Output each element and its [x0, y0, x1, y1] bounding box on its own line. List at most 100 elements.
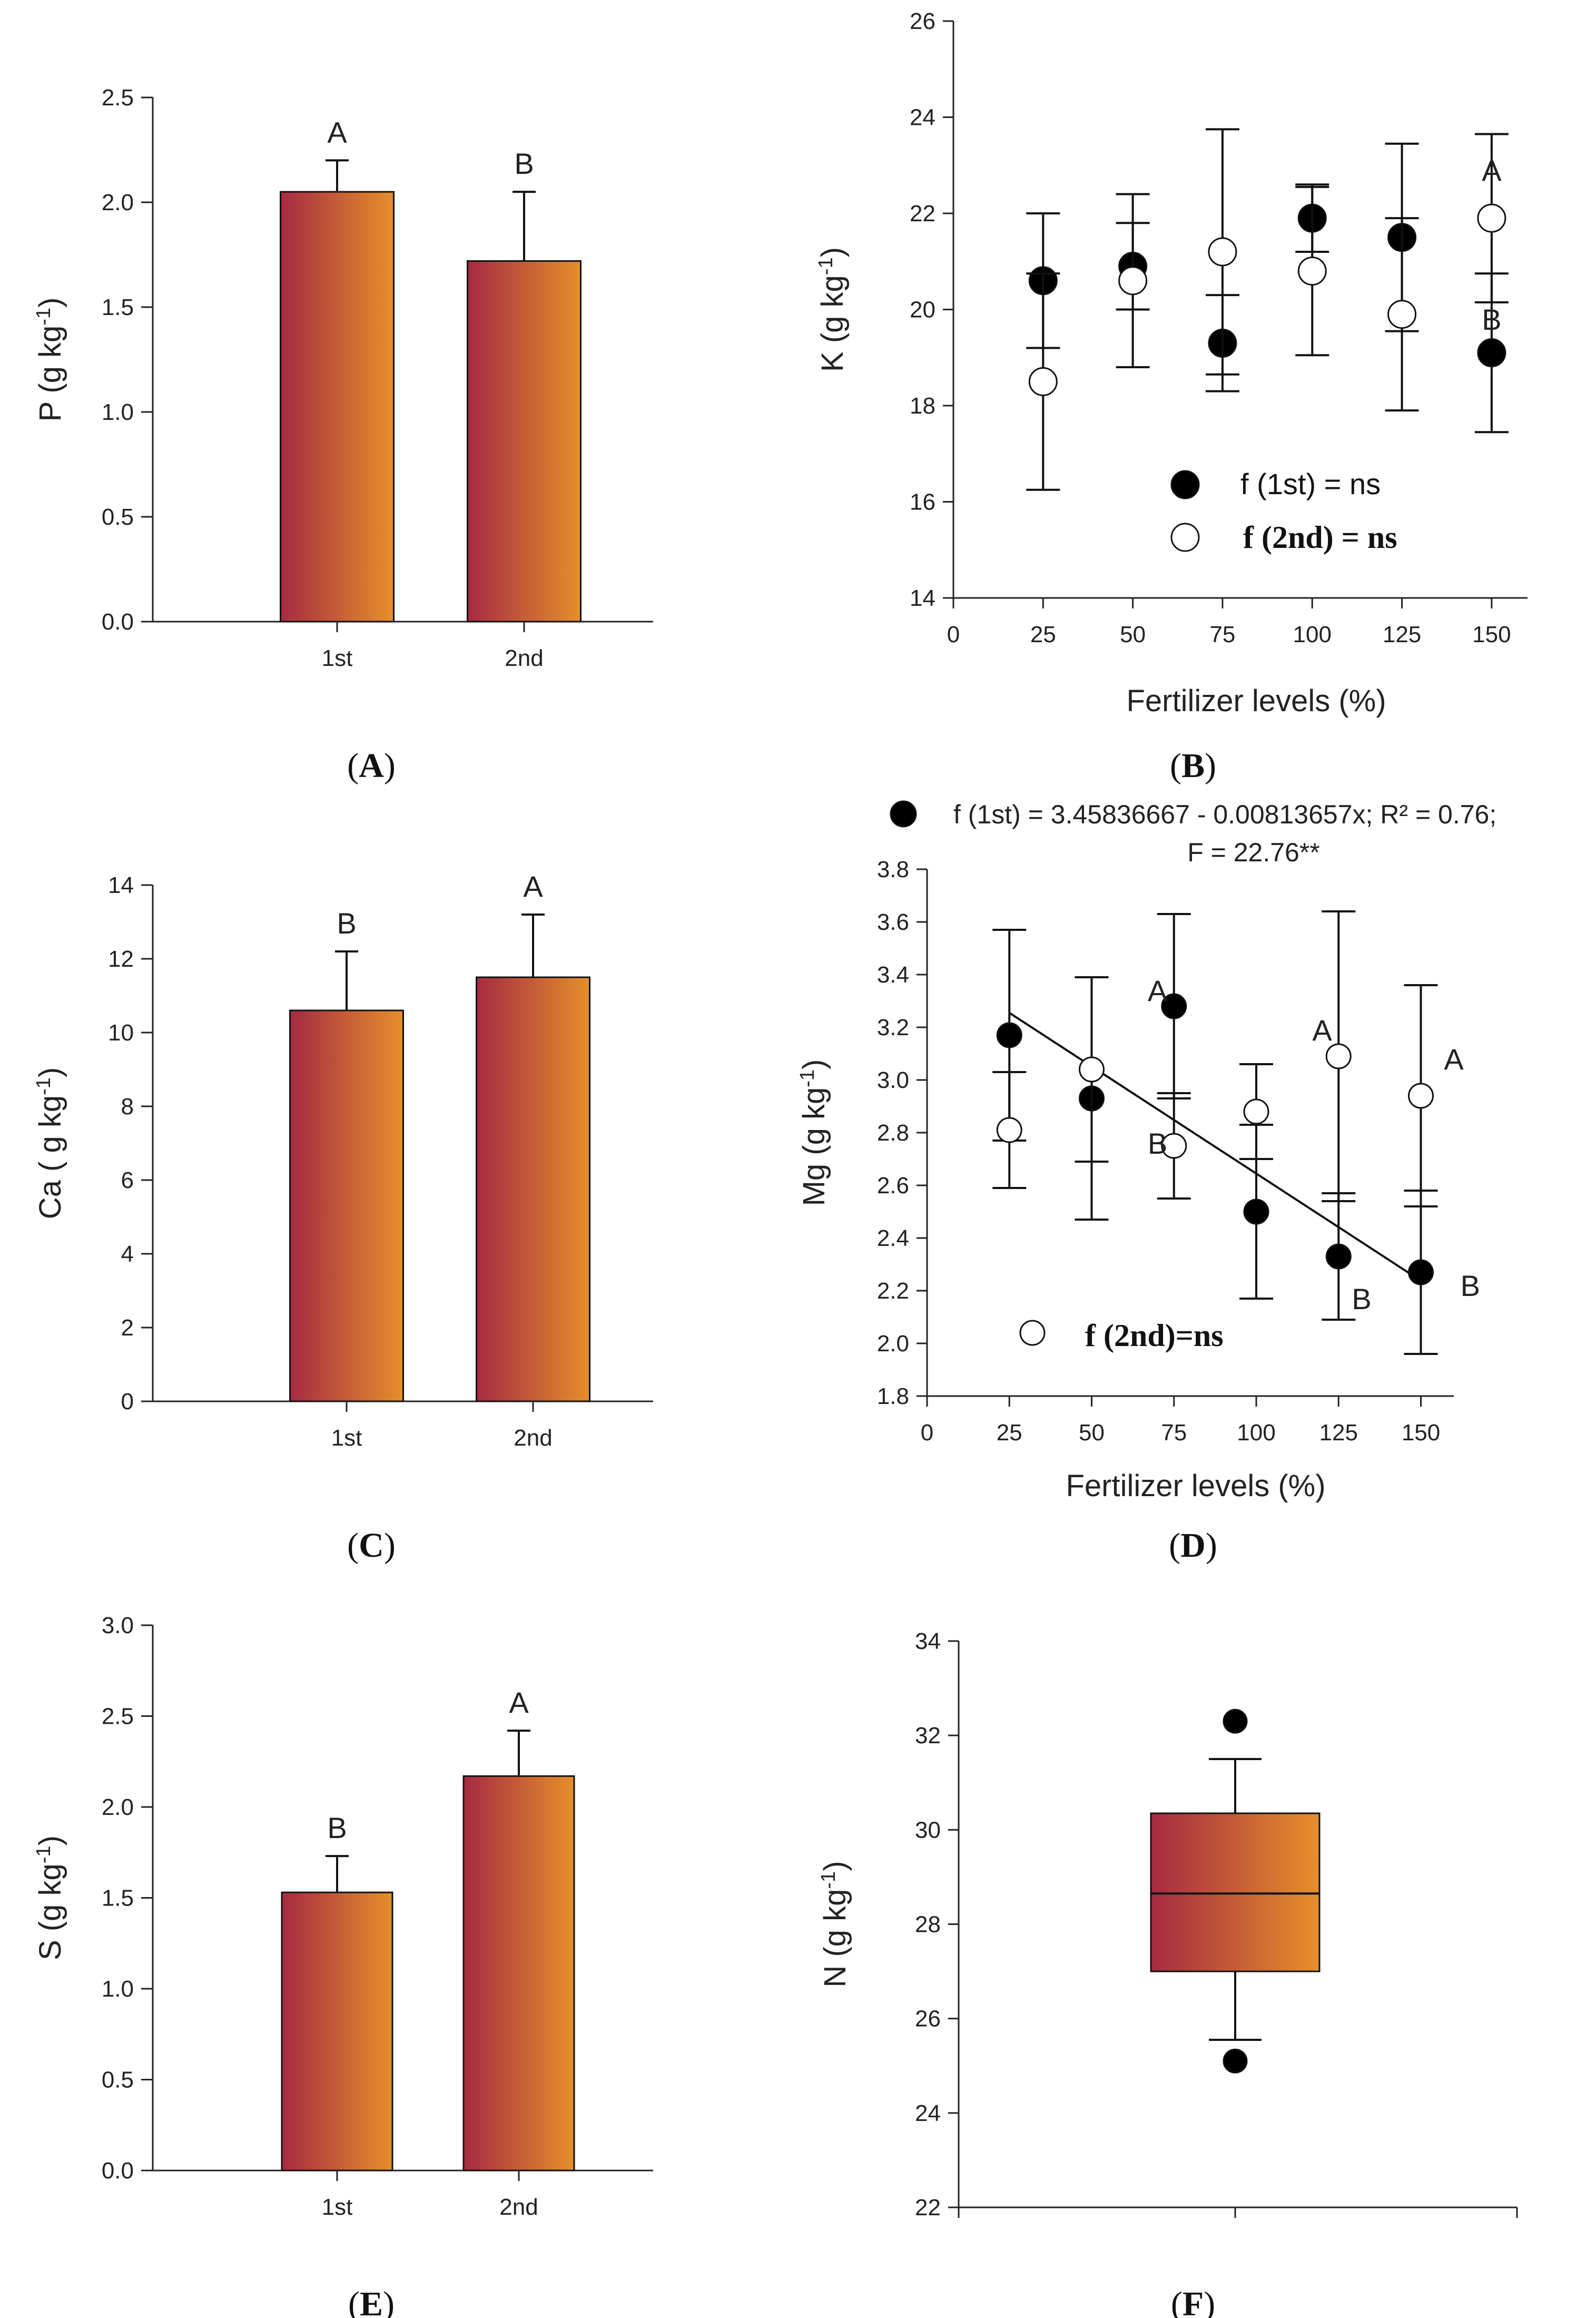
- y-tick-label: 2.0: [102, 190, 134, 215]
- y-tick-label: 3.0: [102, 1613, 134, 1638]
- bar-2nd: [467, 260, 582, 623]
- x-tick-label: 100: [1293, 622, 1332, 647]
- y-axis-label-sup: -1: [815, 257, 837, 275]
- y-tick-label: 30: [915, 1817, 941, 1843]
- x-tick-label: 1st: [322, 2194, 353, 2220]
- x-tick-label: 0: [947, 622, 960, 647]
- point-1st: [1408, 1259, 1434, 1285]
- y-tick-label: 2.8: [877, 1120, 909, 1146]
- point-2nd: [1028, 367, 1058, 396]
- y-axis-label: Ca ( g kg-1): [33, 1067, 67, 1219]
- y-axis-label-end: ): [33, 1835, 67, 1845]
- panel-caption-letter: E: [360, 2285, 383, 2318]
- regression-line: [1009, 1011, 1422, 1282]
- panel-f: 22 24 26 28 30 32 34 N (g kg-1) (F): [817, 1628, 1518, 2318]
- point-2nd: [1079, 1056, 1105, 1083]
- panel-caption: (A): [347, 747, 396, 785]
- point-1st: [1161, 993, 1187, 1019]
- point-2nd: [1325, 1043, 1352, 1069]
- y-axis-label: Mg (g kg-1): [796, 1059, 831, 1206]
- y-tick-label: 1.0: [102, 399, 134, 425]
- outlier-point: [1223, 2048, 1248, 2074]
- y-tick-label: 12: [108, 946, 134, 972]
- y-tick-label: 14: [910, 585, 935, 611]
- box-iqr: [1150, 1812, 1321, 1972]
- y-tick-label: 2.5: [102, 85, 134, 111]
- x-tick-label: 75: [1209, 622, 1235, 647]
- x-tick-label: 1st: [331, 1425, 362, 1451]
- x-tick-label: 0: [921, 1420, 933, 1446]
- y-tick-label: 34: [915, 1628, 941, 1654]
- significance-letter: B: [1352, 1282, 1371, 1315]
- y-tick-label: 0.0: [102, 2158, 134, 2184]
- legend-label-1st: f (1st) = ns: [1240, 467, 1381, 500]
- point-2nd: [1387, 300, 1417, 329]
- y-tick-label: 28: [915, 1912, 941, 1938]
- panel-caption-letter: D: [1180, 1526, 1206, 1565]
- legend-label-2nd: f (2nd)=ns: [1085, 1318, 1224, 1353]
- panel-d: 1.8 2.0 2.2 2.4 2.6 2.8 3.0 3.2 3.4 3.6 3.8 0 25 50 75…: [796, 800, 1496, 1565]
- x-tick-label: 1st: [322, 645, 353, 671]
- y-axis-label: S (g kg-1): [33, 1835, 67, 1960]
- panel-e: 0.0 0.5 1.0 1.5 2.0 2.5 3.0 1st B 2nd A S (g kg-1) (…: [33, 1613, 653, 2318]
- panel-caption-letter: A: [359, 747, 384, 785]
- y-tick-label: 14: [108, 872, 134, 898]
- y-tick-label: 8: [121, 1094, 134, 1119]
- y-tick-label: 16: [910, 489, 935, 515]
- legend-marker-1st: [890, 800, 917, 828]
- significance-letter: B: [1461, 1269, 1480, 1302]
- y-axis-label-main: Mg (g kg: [797, 1087, 831, 1206]
- point-1st: [996, 1022, 1022, 1048]
- y-axis-label-end: ): [33, 1067, 67, 1077]
- y-tick-label: 22: [915, 2195, 941, 2221]
- y-tick-label: 2.5: [102, 1704, 134, 1730]
- y-axis-label: K (g kg-1): [815, 247, 850, 372]
- y-tick-label: 24: [910, 105, 935, 131]
- y-tick-label: 2.0: [102, 1794, 134, 1820]
- x-tick-label: 100: [1237, 1420, 1275, 1446]
- bar-2nd: [462, 1775, 575, 2172]
- x-tick-label: 150: [1402, 1420, 1440, 1446]
- y-axis-label-end: ): [797, 1059, 831, 1069]
- point-1st: [1325, 1243, 1352, 1270]
- y-axis-label-sup: -1: [796, 1069, 819, 1087]
- y-tick-label: 1.5: [102, 1885, 134, 1911]
- legend-label-1st: f (1st) = 3.45836667 - 0.00813657x; R² =…: [953, 800, 1496, 829]
- y-axis-label-sup: -1: [33, 1077, 55, 1095]
- point-2nd: [1477, 203, 1506, 233]
- y-tick-label: 22: [910, 201, 935, 227]
- legend-label-1st-line2: F = 22.76**: [1187, 838, 1320, 867]
- x-axis-label: Fertilizer levels (%): [1066, 1469, 1325, 1503]
- panel-caption: (B): [1170, 747, 1216, 785]
- x-axis-label: Fertilizer levels (%): [1126, 684, 1386, 718]
- y-tick-label: 0.5: [102, 504, 134, 530]
- significance-letter: B: [1148, 1127, 1167, 1160]
- y-tick-label: 0.0: [102, 609, 134, 635]
- y-axis-label-end: ): [33, 298, 67, 308]
- y-tick-label: 3.0: [877, 1067, 909, 1093]
- legend-marker-2nd: [1170, 523, 1200, 552]
- y-axis-label: N (g kg-1): [817, 1861, 852, 1987]
- y-axis-label-sup: -1: [817, 1871, 840, 1889]
- point-2nd: [1297, 257, 1327, 286]
- y-tick-label: 10: [108, 1020, 134, 1046]
- significance-letter: A: [1148, 974, 1168, 1007]
- significance-letter: B: [1482, 303, 1501, 336]
- y-tick-label: 2.0: [877, 1331, 909, 1357]
- x-tick-label: 2nd: [514, 1425, 552, 1451]
- y-tick-label: 3.2: [877, 1015, 909, 1040]
- significance-letter: A: [509, 1686, 529, 1719]
- y-tick-label: 2.2: [877, 1278, 909, 1304]
- significance-letter: B: [337, 907, 356, 940]
- panel-caption-letter: B: [1181, 747, 1205, 785]
- y-axis-label-main: S (g kg: [33, 1863, 67, 1960]
- point-2nd: [1161, 1133, 1187, 1159]
- y-tick-label: 1.5: [102, 294, 134, 320]
- y-axis-label-main: N (g kg: [818, 1889, 852, 1988]
- y-axis-label-end: ): [815, 247, 850, 257]
- significance-letter: A: [1444, 1043, 1464, 1076]
- y-tick-label: 26: [910, 8, 935, 34]
- y-axis-label-end: ): [818, 1861, 852, 1871]
